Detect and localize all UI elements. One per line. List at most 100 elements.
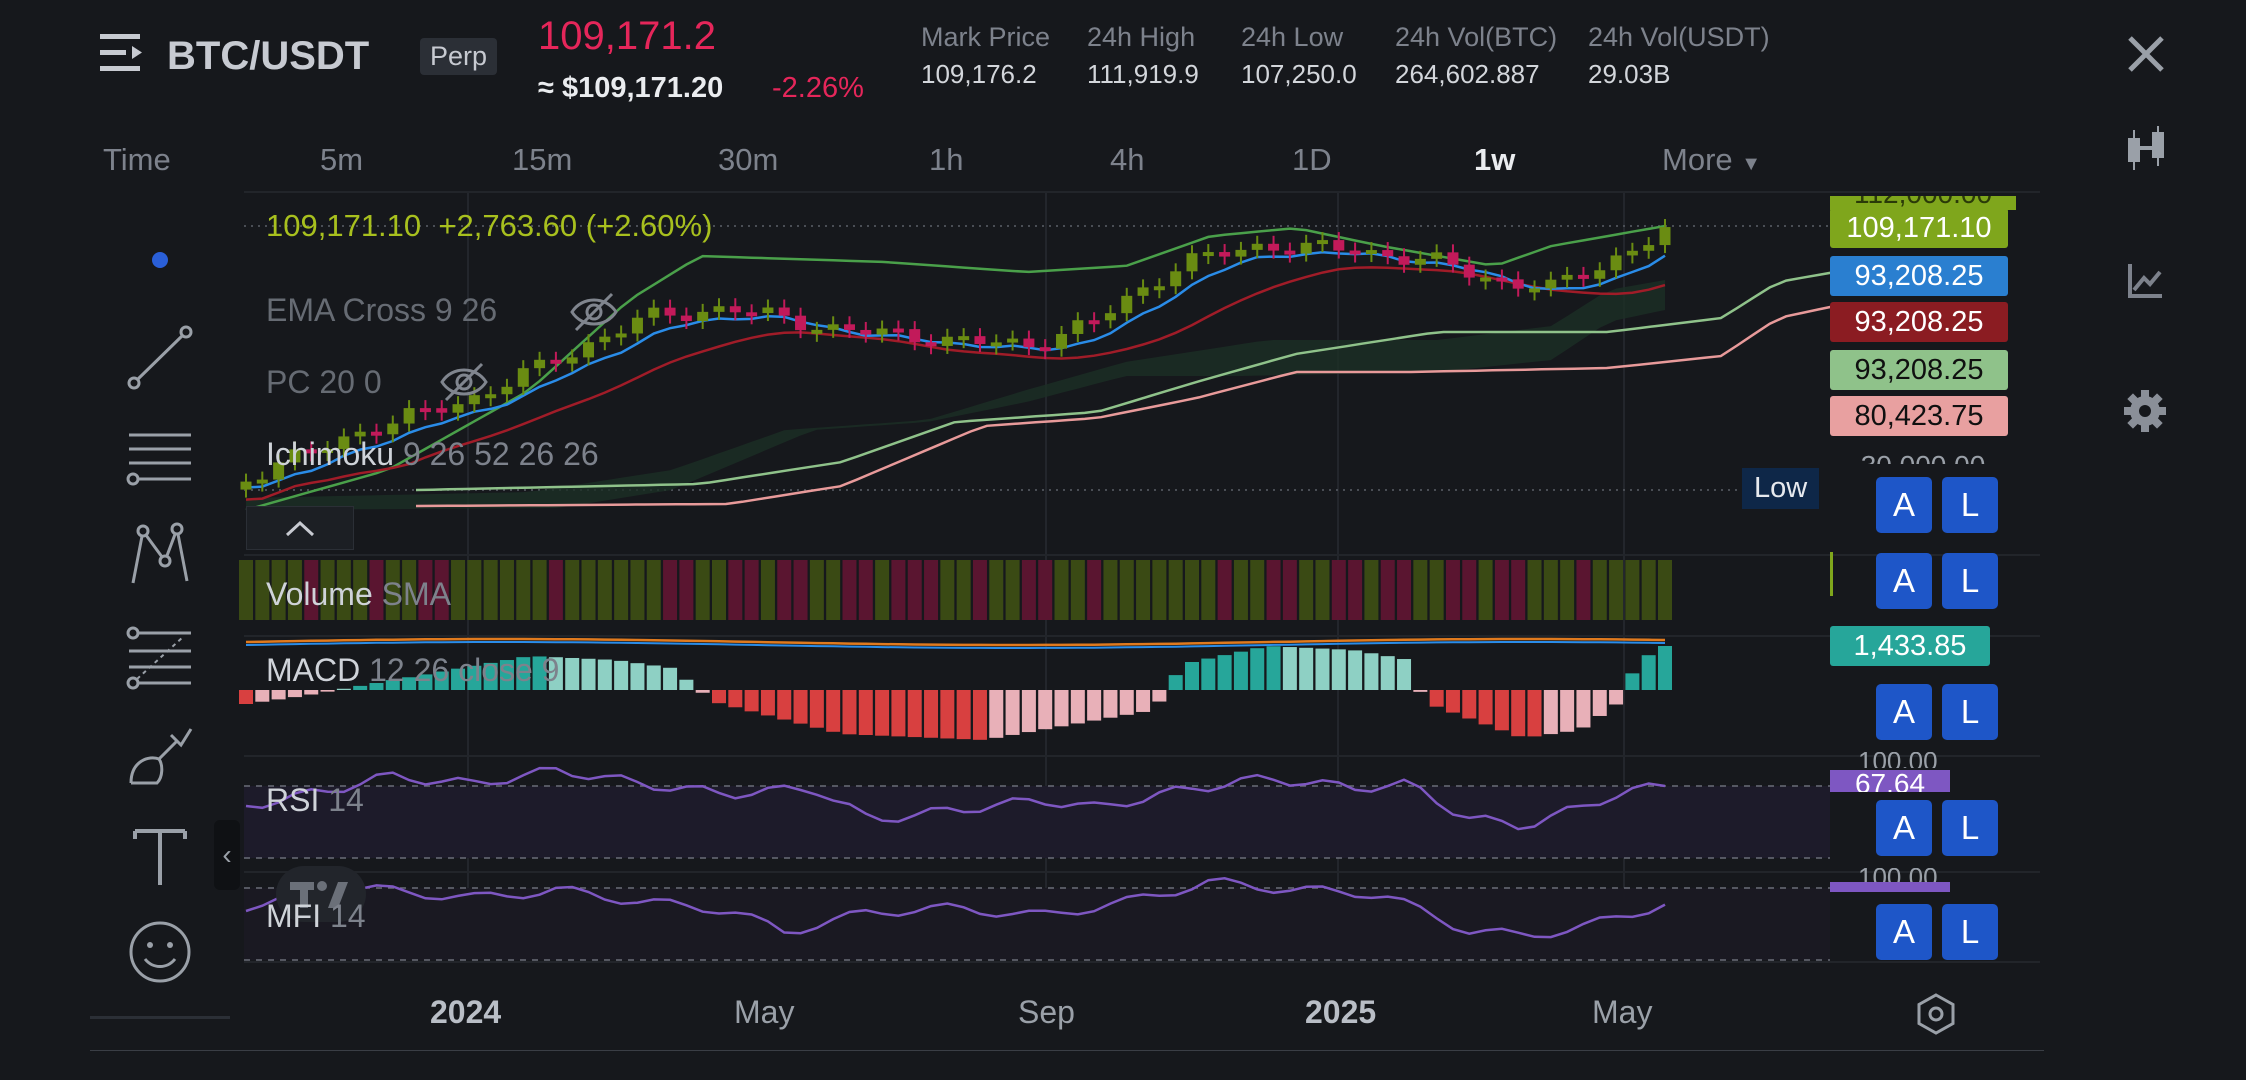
tf-5m[interactable]: 5m [320, 142, 364, 177]
candle-body [892, 328, 904, 333]
tf-1w[interactable]: 1w [1474, 142, 1516, 177]
price-label-last: 109,171.10 [1830, 208, 2008, 248]
tf-30m[interactable]: 30m [718, 142, 779, 177]
candle-body [566, 357, 578, 364]
candle-body [1219, 252, 1231, 257]
auto-scale-button-rsi[interactable]: A [1876, 800, 1932, 856]
macd-histogram-bar [239, 690, 253, 704]
candle-body [909, 329, 921, 343]
candle-body [550, 359, 562, 364]
volume-bar [1266, 560, 1281, 620]
candle-body [419, 408, 431, 413]
macd-histogram-bar [1087, 690, 1102, 721]
auto-scale-button-main[interactable]: A [1876, 477, 1932, 533]
time-button[interactable]: Time [103, 142, 171, 177]
stat-label: 24h Vol(BTC) [1395, 22, 1558, 52]
macd-histogram-bar [891, 690, 906, 737]
log-scale-button-volume[interactable]: L [1942, 553, 1998, 609]
candle-body [925, 342, 937, 347]
pattern-tool-icon[interactable] [120, 516, 200, 596]
volume-bar [777, 560, 792, 620]
macd-histogram-bar [1429, 690, 1444, 707]
legend-name: EMA Cross [266, 292, 427, 328]
tf-1h[interactable]: 1h [929, 142, 964, 177]
menu-icon[interactable] [98, 30, 144, 76]
stat-value: 111,919.9 [1087, 59, 1199, 89]
legend-rsi[interactable]: RSI 14 [266, 782, 364, 819]
macd-histogram-bar [1217, 655, 1232, 690]
close-icon[interactable] [2124, 32, 2168, 76]
settings-gear-icon[interactable] [2122, 388, 2168, 434]
candlestick-type-icon[interactable] [2122, 124, 2172, 174]
trend-line-icon[interactable] [120, 318, 200, 398]
ema-slow-line [245, 266, 1666, 501]
volume-bar [1494, 560, 1509, 620]
macd-histogram-bar [369, 683, 384, 690]
legend-volume[interactable]: Volume SMA [266, 576, 451, 613]
stat-label: 24h Vol(USDT) [1588, 22, 1770, 52]
horizontal-lines-icon[interactable] [120, 418, 200, 498]
log-scale-button-mfi[interactable]: L [1942, 904, 1998, 960]
volume-bar [809, 560, 824, 620]
text-tool-icon[interactable] [120, 816, 200, 896]
macd-histogram-bar [663, 667, 678, 690]
collapse-toolbar-button[interactable]: ‹ [214, 820, 240, 890]
price-scale-partial-text: 112,000.00 [1830, 196, 2016, 210]
macd-histogram-bar [842, 690, 857, 735]
eye-hidden-icon[interactable] [438, 360, 490, 404]
legend-ichimoku[interactable]: Ichimoku 9 26 52 26 26 [266, 436, 599, 473]
legend-macd[interactable]: MACD 12 26 close 9 [266, 652, 559, 689]
macd-histogram-bar [1543, 690, 1558, 735]
collapse-legend-button[interactable] [246, 506, 354, 550]
fib-channel-icon[interactable] [120, 618, 200, 698]
rsi-line [245, 766, 1666, 831]
brush-icon[interactable] [120, 716, 200, 796]
macd-histogram-bar [630, 663, 645, 690]
tf-15m[interactable]: 15m [512, 142, 573, 177]
macd-histogram-bar [1658, 646, 1672, 690]
tf-1d[interactable]: 1D [1292, 142, 1332, 177]
macd-histogram-bar [1315, 648, 1330, 690]
legend-mfi[interactable]: MFI 14 [266, 898, 366, 935]
indicators-icon[interactable] [2126, 260, 2166, 300]
volume-bar [304, 560, 319, 620]
candle-body [664, 307, 676, 316]
candle-body [1300, 242, 1312, 254]
candle-body [436, 408, 448, 413]
macd-histogram-bar [320, 690, 335, 692]
candle-body [1007, 338, 1019, 343]
legend-pc[interactable]: PC 20 0 [266, 364, 382, 401]
volume-bar [597, 560, 612, 620]
log-scale-button-main[interactable]: L [1942, 477, 1998, 533]
emoji-icon[interactable] [120, 912, 200, 992]
volume-bar [1233, 560, 1248, 620]
candle-body [778, 307, 790, 316]
auto-scale-button-mfi[interactable]: A [1876, 904, 1932, 960]
eye-hidden-icon[interactable] [568, 290, 620, 334]
auto-scale-button-volume[interactable]: A [1876, 553, 1932, 609]
macd-histogram-bar [760, 690, 775, 716]
price-scale-partial-30000: 30,000.00 [1830, 448, 2016, 464]
candle-body [1186, 253, 1198, 272]
candle-body [501, 386, 513, 395]
auto-scale-button-macd[interactable]: A [1876, 684, 1932, 740]
volume-scale-marker [1830, 552, 1833, 596]
macd-histogram-bar [712, 690, 726, 704]
volume-bar [1364, 560, 1379, 620]
log-scale-button-macd[interactable]: L [1942, 684, 1998, 740]
legend-ema-cross[interactable]: EMA Cross 9 26 [266, 292, 497, 329]
candle-body [468, 395, 480, 405]
volume-bar [907, 560, 922, 620]
macd-histogram-bar [1560, 690, 1575, 732]
tf-4h[interactable]: 4h [1110, 142, 1145, 177]
macd-histogram-bar [1445, 690, 1460, 713]
chart-settings-hexagon-icon[interactable] [1914, 992, 1958, 1036]
more-timeframes[interactable]: More ▼ [1662, 142, 1761, 178]
macd-histogram-bar [548, 657, 563, 690]
macd-histogram-bar [532, 656, 547, 690]
pair-title[interactable]: BTC/USDT [167, 34, 370, 78]
crosshair-dot-tool[interactable] [150, 250, 170, 270]
candle-body [599, 336, 611, 343]
log-scale-button-rsi[interactable]: L [1942, 800, 1998, 856]
